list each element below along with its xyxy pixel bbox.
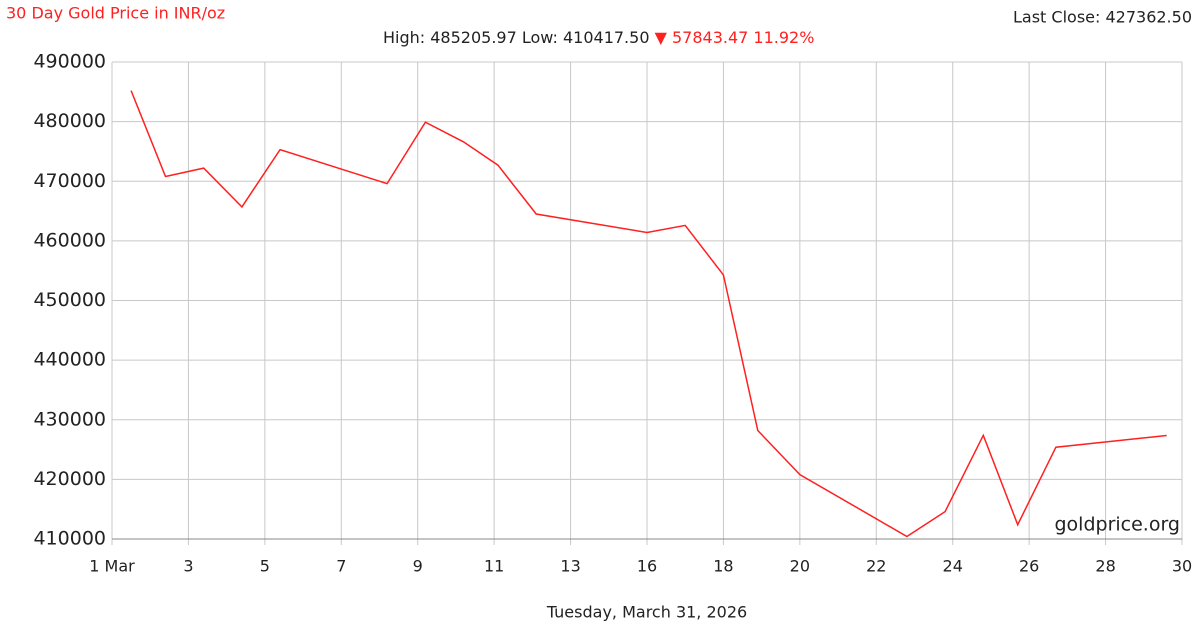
- last-close: Last Close: 427362.50: [1013, 8, 1192, 27]
- y-tick-label: 480000: [33, 110, 106, 132]
- y-tick-label: 450000: [33, 289, 106, 311]
- y-tick-label: 460000: [33, 229, 106, 251]
- y-tick-label: 430000: [33, 408, 106, 430]
- high-low: High: 485205.97 Low: 410417.50: [383, 28, 650, 47]
- x-tick-label: 30: [1172, 557, 1192, 576]
- change: ▼ 57843.47 11.92%: [655, 28, 815, 47]
- y-tick-label: 470000: [33, 170, 106, 192]
- price-line: [130, 90, 1167, 538]
- x-tick-label: 9: [413, 557, 423, 576]
- x-tick-label: 24: [943, 557, 963, 576]
- y-tick-label: 420000: [33, 468, 106, 490]
- x-tick-label: 28: [1095, 557, 1115, 576]
- x-tick-label: 1 Mar: [89, 557, 135, 576]
- x-tick-label: 22: [866, 557, 886, 576]
- x-tick-label: 3: [183, 557, 193, 576]
- x-tick-label: 7: [336, 557, 346, 576]
- chart-title: 30 Day Gold Price in INR/oz: [6, 4, 225, 23]
- x-tick-label: 26: [1019, 557, 1039, 576]
- x-tick-label: 13: [560, 557, 580, 576]
- x-tick-label: 20: [790, 557, 810, 576]
- watermark: goldprice.org: [1054, 514, 1180, 536]
- y-tick-label: 490000: [33, 51, 106, 73]
- stats: High: 485205.97 Low: 410417.50 ▼ 57843.4…: [383, 28, 814, 47]
- y-tick-label: 440000: [33, 349, 106, 371]
- x-tick-label: 18: [713, 557, 733, 576]
- x-tick-label: 11: [484, 557, 504, 576]
- x-tick-label: 5: [260, 557, 270, 576]
- y-tick-label: 410000: [33, 528, 106, 550]
- x-axis-label: Tuesday, March 31, 2026: [546, 603, 747, 622]
- x-tick-label: 16: [637, 557, 657, 576]
